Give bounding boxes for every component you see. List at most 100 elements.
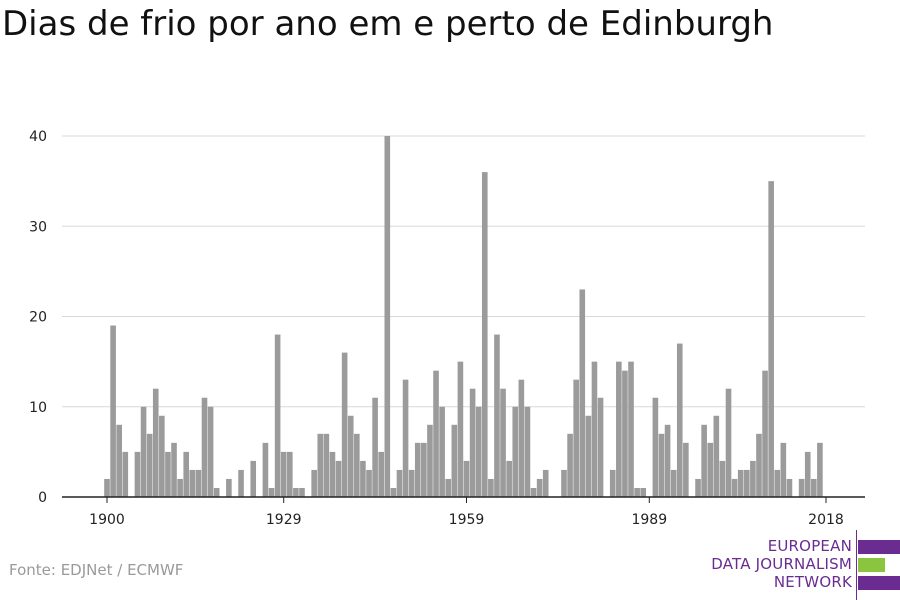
bar-1943 (366, 469, 372, 497)
bar-1909 (159, 415, 165, 497)
bar-1908 (152, 388, 159, 497)
bar-1900 (104, 478, 110, 497)
bar-1966 (506, 460, 512, 497)
bar-1938 (335, 460, 342, 497)
bar-1918 (213, 487, 220, 497)
y-tick-label: 40 (29, 129, 47, 145)
logo-stripe-purple-2 (858, 576, 900, 590)
bar-1911 (171, 442, 177, 497)
bar-1902 (116, 424, 122, 497)
source-note: Fonte: EDJNet / ECMWF (9, 561, 184, 579)
bar-1945 (378, 451, 384, 498)
bar-1916 (201, 397, 208, 497)
bar-1970 (530, 487, 537, 497)
bar-2001 (719, 460, 726, 497)
bar-1906 (140, 406, 147, 497)
bar-1985 (622, 370, 628, 497)
bar-1960 (469, 388, 476, 497)
bar-1995 (683, 442, 689, 497)
bar-1947 (390, 487, 397, 497)
bar-1975 (561, 469, 567, 497)
x-tick-label: 1959 (449, 512, 485, 528)
bar-1957 (451, 424, 458, 497)
bar-1953 (427, 424, 433, 497)
bar-1993 (670, 469, 677, 497)
bar-1978 (579, 289, 586, 497)
bar-2011 (780, 442, 787, 497)
bar-1955 (439, 406, 445, 497)
bar-1983 (609, 469, 616, 497)
bar-1964 (494, 334, 500, 497)
bar-2005 (743, 469, 750, 497)
bar-1915 (195, 469, 202, 497)
bar-1950 (408, 469, 415, 497)
bar-1990 (652, 397, 659, 497)
logo-line-1: EUROPEAN (767, 537, 852, 555)
bar-chart: 0 10 20 30 40 1900 1929 1959 1989 2018 (29, 129, 865, 528)
bar-2010 (774, 469, 781, 497)
bar-1958 (457, 361, 464, 498)
edjnet-logo[interactable]: EUROPEAN DATA JOURNALISM NETWORK (700, 530, 900, 600)
bar-1948 (396, 469, 403, 497)
bar-1901 (110, 325, 116, 497)
bar-1952 (421, 442, 427, 497)
bar-1913 (183, 451, 190, 498)
bar-2004 (737, 469, 744, 497)
bar-1928 (274, 334, 281, 497)
bar-1935 (317, 433, 324, 497)
y-tick-label: 0 (38, 490, 47, 506)
bar-1997 (695, 478, 701, 497)
bar-1977 (573, 379, 579, 497)
bar-1912 (177, 478, 183, 497)
bar-1959 (463, 460, 470, 497)
bar-2008 (762, 370, 768, 497)
y-tick-label: 20 (29, 310, 47, 326)
chart-title: Dias de frio por ano em e perto de Edinb… (2, 4, 774, 44)
bar-1929 (280, 451, 287, 498)
bar-1939 (341, 352, 348, 497)
bar-1968 (518, 379, 525, 497)
bar-1944 (372, 397, 378, 497)
bar-1914 (189, 469, 196, 497)
bar-1980 (591, 361, 598, 498)
y-tick-label: 10 (29, 400, 47, 416)
x-tick-label: 2018 (808, 512, 844, 528)
bar-1988 (640, 487, 647, 497)
bar-1905 (134, 451, 141, 498)
bar-1932 (299, 487, 305, 497)
bar-1954 (433, 370, 439, 497)
bar-1972 (542, 469, 549, 497)
bar-1979 (585, 415, 592, 497)
bar-1926 (262, 442, 269, 497)
bar-1903 (122, 451, 129, 498)
bar-1986 (628, 361, 634, 498)
bar-1942 (360, 460, 366, 497)
bar-1946 (384, 136, 391, 497)
bar-1937 (329, 451, 336, 498)
bar-1971 (536, 478, 543, 497)
bar-1994 (676, 343, 683, 497)
bar-1984 (616, 361, 622, 498)
bar-1987 (634, 487, 640, 497)
bar-1922 (238, 469, 244, 497)
bar-1936 (323, 433, 330, 497)
bar-2017 (817, 442, 823, 497)
x-tick-label: 1900 (89, 512, 125, 528)
bar-2015 (804, 451, 811, 498)
bar-1934 (311, 469, 317, 497)
bar-1941 (354, 433, 360, 497)
bar-1951 (414, 442, 421, 497)
bar-1956 (445, 478, 452, 497)
bar-1965 (500, 388, 506, 497)
bar-1999 (707, 442, 714, 497)
bar-1976 (567, 433, 573, 497)
bar-1981 (597, 397, 604, 497)
logo-stripe-green (858, 558, 885, 572)
bar-1969 (524, 406, 531, 497)
bar-1910 (165, 451, 171, 498)
bar-2012 (786, 478, 793, 497)
bar-1907 (146, 433, 153, 497)
bar-1940 (347, 415, 354, 497)
axes: 0 10 20 30 40 1900 1929 1959 1989 2018 (29, 129, 865, 528)
bar-2009 (768, 181, 774, 498)
